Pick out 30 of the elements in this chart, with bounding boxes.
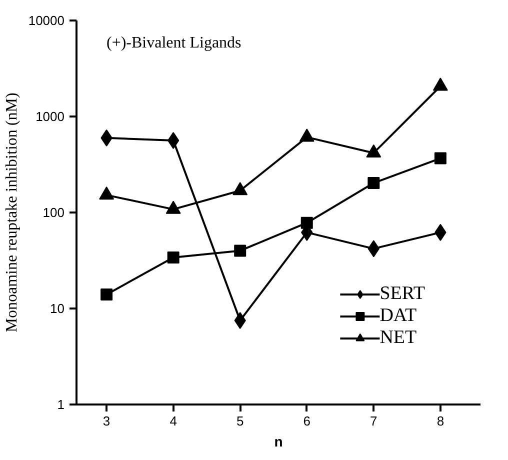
y-axis-title: Monoamine reuptake inhibition (nM) xyxy=(3,92,20,332)
y-tick-label: 10000 xyxy=(28,13,65,28)
point xyxy=(368,176,380,189)
legend-label: DAT xyxy=(380,305,417,327)
y-tick-label: 1 xyxy=(57,397,65,412)
point xyxy=(434,152,446,164)
y-tick-label: 10 xyxy=(50,301,65,316)
x-tick-label: 6 xyxy=(303,414,310,428)
point xyxy=(232,182,248,196)
point xyxy=(167,251,180,264)
point xyxy=(432,78,448,91)
point xyxy=(100,288,113,300)
legend-label: NET xyxy=(380,327,417,349)
legend-label: SERT xyxy=(380,283,425,305)
x-axis-title: n xyxy=(274,434,283,450)
x-tick-label: 4 xyxy=(170,414,177,428)
annotation: (+)-Bivalent Ligands xyxy=(106,34,242,52)
point xyxy=(366,144,382,158)
x-tick-label: 3 xyxy=(102,414,110,428)
point xyxy=(167,132,180,150)
x-tick-label: 5 xyxy=(236,414,244,428)
point xyxy=(166,200,181,214)
x-tick-label: 8 xyxy=(436,414,444,428)
y-tick-label: 1000 xyxy=(36,109,64,124)
y-tick-label: 100 xyxy=(42,205,65,220)
point xyxy=(300,216,313,229)
point xyxy=(234,244,246,257)
point xyxy=(299,128,314,142)
point xyxy=(99,186,114,200)
x-tick-label: 7 xyxy=(370,414,378,428)
